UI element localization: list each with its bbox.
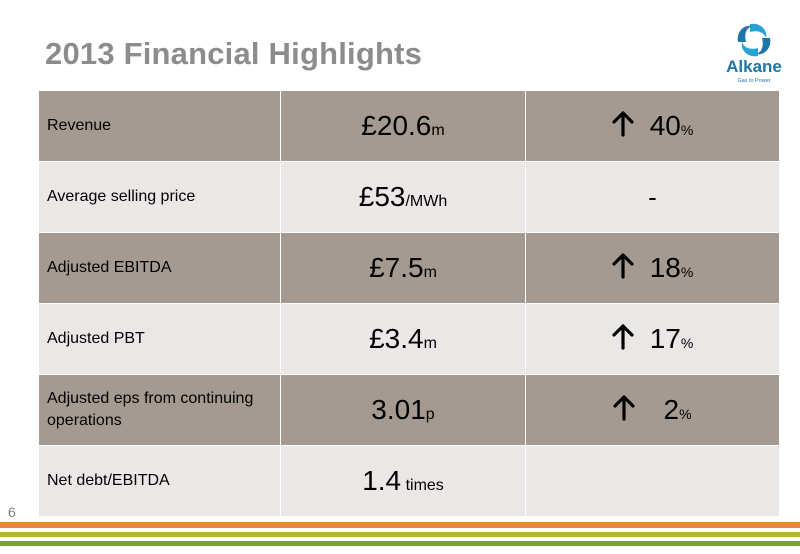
change-value: 17: [649, 323, 681, 354]
row-label: Adjusted PBT: [38, 303, 281, 375]
row-label: Adjusted eps from continuing operations: [38, 374, 281, 446]
row-label: Net debt/EBITDA: [38, 445, 281, 517]
row-label: Revenue: [38, 90, 281, 162]
row-value: 1.4 times: [280, 445, 526, 517]
value-amount: 3.01: [371, 394, 426, 425]
table-row-net-debt-ebitda: Net debt/EBITDA 1.4 times: [38, 445, 780, 517]
value-unit: p: [425, 406, 435, 423]
value-unit: /MWh: [405, 193, 448, 210]
table-row-revenue: Revenue £20.6m 40%: [38, 90, 780, 162]
footer-stripe-orange: [0, 522, 800, 528]
change-unit: %: [680, 264, 694, 280]
value-amount: £53: [358, 181, 406, 212]
footer-stripe-green: [0, 541, 800, 546]
value-unit: times: [401, 477, 444, 494]
row-change: 40%: [525, 90, 780, 162]
table-row-adjusted-ebitda: Adjusted EBITDA £7.5m 18%: [38, 232, 780, 304]
row-value: £7.5m: [280, 232, 526, 304]
row-label: Adjusted EBITDA: [38, 232, 281, 304]
change-value: 18: [649, 252, 681, 283]
page-number: 6: [8, 504, 16, 520]
value-unit: m: [423, 264, 437, 281]
footer-stripe-olive: [0, 532, 800, 537]
row-value: £3.4m: [280, 303, 526, 375]
change-unit: %: [679, 406, 692, 422]
row-value: 3.01p: [280, 374, 526, 446]
row-value: £20.6m: [280, 90, 526, 162]
value-amount: £20.6: [361, 110, 432, 141]
alkane-logo: Alkane Gas to Power: [718, 22, 790, 86]
up-arrow-icon: [612, 253, 634, 279]
table-row-average-selling-price: Average selling price £53/MWh -: [38, 161, 780, 233]
logo-tagline: Gas to Power: [737, 78, 771, 84]
change-value: 2: [663, 394, 680, 425]
row-change: [525, 445, 780, 517]
alkane-emblem-icon: [737, 23, 771, 57]
up-arrow-icon: [613, 395, 636, 421]
up-arrow-icon: [612, 324, 634, 350]
row-change: 17%: [525, 303, 780, 375]
table-row-adjusted-eps: Adjusted eps from continuing operations …: [38, 374, 780, 446]
financial-highlights-table: Revenue £20.6m 40% Average selling price…: [38, 90, 780, 517]
row-change: 18%: [525, 232, 780, 304]
change-unit: %: [680, 122, 694, 138]
value-unit: m: [423, 335, 437, 352]
logo-name: Alkane: [726, 57, 782, 76]
row-change: -: [525, 161, 780, 233]
value-amount: 1.4: [362, 465, 402, 496]
row-value: £53/MWh: [280, 161, 526, 233]
value-unit: m: [431, 122, 445, 139]
table-row-adjusted-pbt: Adjusted PBT £3.4m 17%: [38, 303, 780, 375]
up-arrow-icon: [612, 111, 634, 137]
change-value: 40: [649, 110, 681, 141]
change-value: -: [648, 181, 657, 212]
value-amount: £7.5: [369, 252, 424, 283]
slide-title: 2013 Financial Highlights: [45, 36, 423, 71]
row-change: 2%: [525, 374, 780, 446]
row-label: Average selling price: [38, 161, 281, 233]
value-amount: £3.4: [369, 323, 424, 354]
change-unit: %: [680, 335, 694, 351]
